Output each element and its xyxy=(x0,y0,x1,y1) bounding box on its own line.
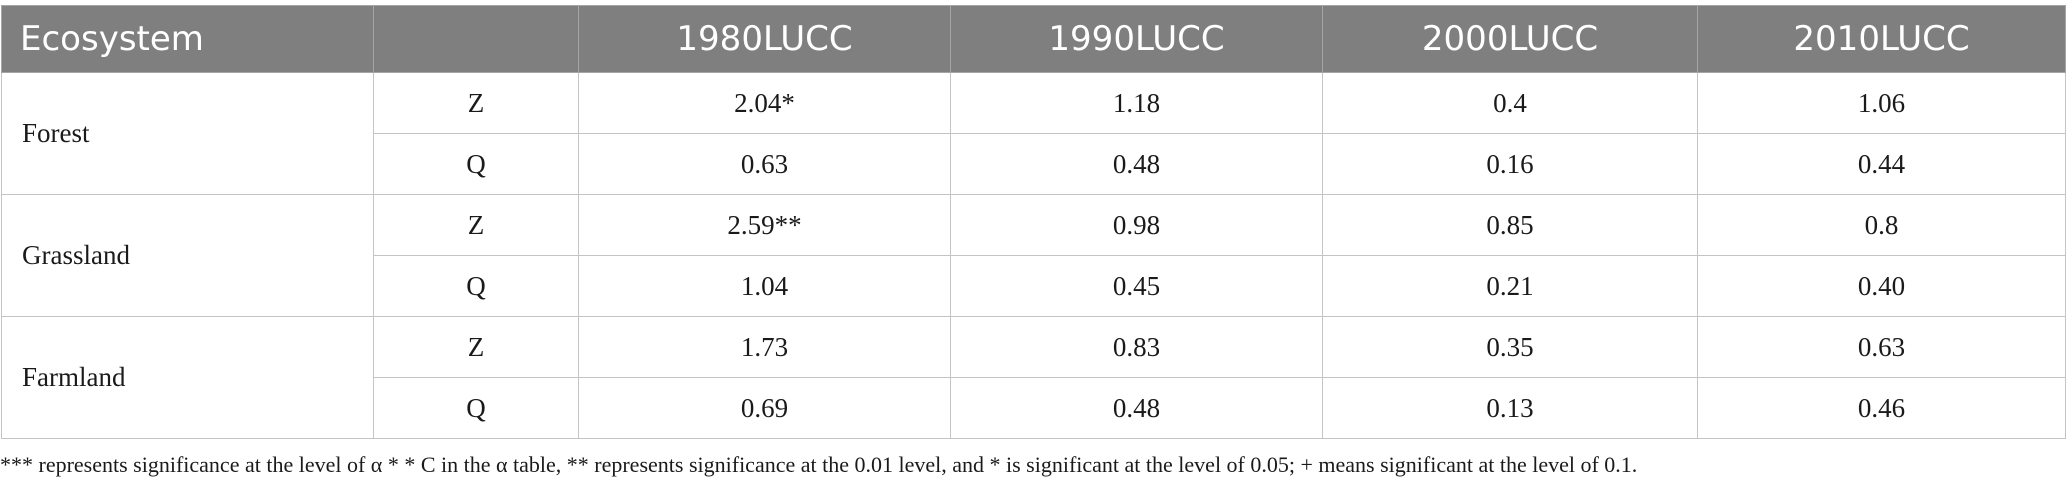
value-cell: 1.06 xyxy=(1697,72,2066,134)
value-cell: 0.98 xyxy=(950,194,1323,256)
stat-cell: Q xyxy=(373,377,579,439)
stat-cell: Q xyxy=(373,133,579,195)
value-cell: 0.45 xyxy=(950,255,1323,317)
value-cell: 1.04 xyxy=(578,255,951,317)
table-row: Q 0.63 0.48 0.16 0.44 xyxy=(2,133,2066,195)
table-row: Q 0.69 0.48 0.13 0.46 xyxy=(2,377,2066,439)
value-cell: 0.48 xyxy=(950,377,1323,439)
header-1980lucc: 1980LUCC xyxy=(578,5,951,73)
value-cell: 1.18 xyxy=(950,72,1323,134)
value-cell: 0.8 xyxy=(1697,194,2066,256)
ecosystem-farmland: Farmland xyxy=(1,316,374,439)
value-cell: 2.04* xyxy=(578,72,951,134)
stat-cell: Z xyxy=(373,194,579,256)
table-row: Q 1.04 0.45 0.21 0.40 xyxy=(2,255,2066,317)
stat-cell: Z xyxy=(373,72,579,134)
table-footnote: *** represents significance at the level… xyxy=(0,452,1638,477)
value-cell: 0.40 xyxy=(1697,255,2066,317)
stat-cell: Q xyxy=(373,255,579,317)
value-cell: 0.35 xyxy=(1322,316,1698,378)
table-header: Ecosystem 1980LUCC 1990LUCC 2000LUCC 201… xyxy=(1,5,2066,73)
header-2000lucc: 2000LUCC xyxy=(1322,5,1698,73)
value-cell: 2.59** xyxy=(578,194,951,256)
value-cell: 0.85 xyxy=(1322,194,1698,256)
stat-cell: Z xyxy=(373,316,579,378)
value-cell: 0.69 xyxy=(578,377,951,439)
value-cell: 0.48 xyxy=(950,133,1323,195)
header-row: Ecosystem 1980LUCC 1990LUCC 2000LUCC 201… xyxy=(1,5,2066,73)
header-statistic xyxy=(373,5,579,73)
table-row: Farmland Z 1.73 0.83 0.35 0.63 xyxy=(1,316,2066,439)
ecosystem-forest: Forest xyxy=(1,72,374,195)
header-2010lucc: 2010LUCC xyxy=(1697,5,2066,73)
table-row: Grassland Z 2.59** 0.98 0.85 0.8 xyxy=(1,194,2066,317)
value-cell: 0.46 xyxy=(1697,377,2066,439)
value-cell: 0.44 xyxy=(1697,133,2066,195)
table-body: Forest Z 2.04* 1.18 0.4 1.06 Q 0.63 0.48… xyxy=(1,72,2066,439)
value-cell: 0.16 xyxy=(1322,133,1698,195)
header-ecosystem: Ecosystem xyxy=(1,5,374,73)
value-cell: 0.83 xyxy=(950,316,1323,378)
header-1990lucc: 1990LUCC xyxy=(950,5,1323,73)
value-cell: 0.63 xyxy=(578,133,951,195)
table-row: Forest Z 2.04* 1.18 0.4 1.06 xyxy=(1,72,2066,195)
value-cell: 0.63 xyxy=(1697,316,2066,378)
value-cell: 0.13 xyxy=(1322,377,1698,439)
value-cell: 0.4 xyxy=(1322,72,1698,134)
ecosystem-grassland: Grassland xyxy=(1,194,374,317)
results-table: Ecosystem 1980LUCC 1990LUCC 2000LUCC 201… xyxy=(1,5,2066,439)
value-cell: 0.21 xyxy=(1322,255,1698,317)
value-cell: 1.73 xyxy=(578,316,951,378)
